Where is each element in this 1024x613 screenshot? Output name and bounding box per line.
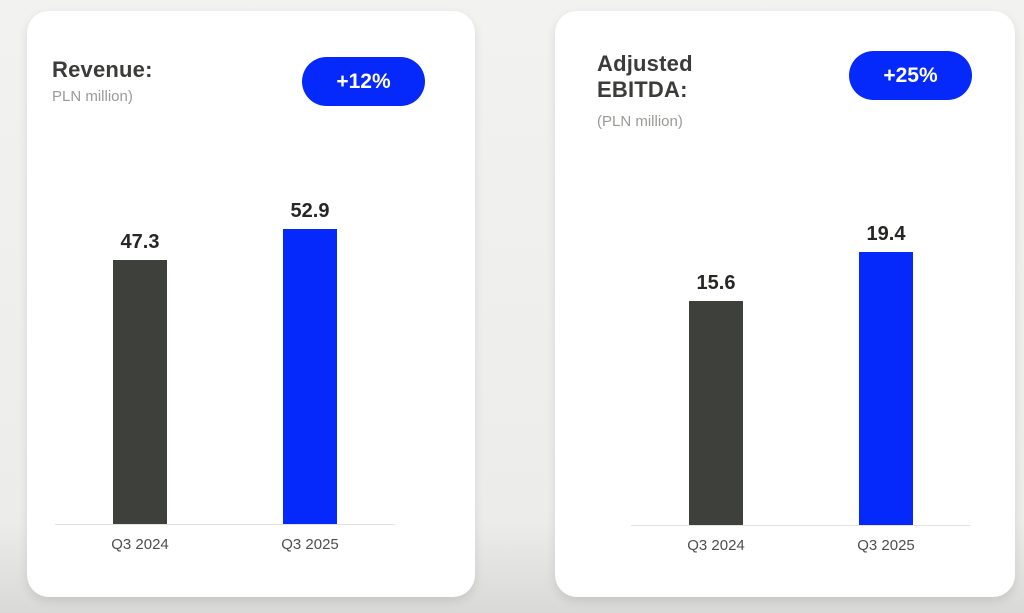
ebitda-title-block: Adjusted EBITDA: (PLN million) <box>597 51 757 130</box>
bar-q3-2024 <box>113 259 167 524</box>
revenue-card-subtitle: PLN million) <box>52 88 133 106</box>
category-label: Q3 2025 <box>281 536 339 553</box>
ebitda-change-badge: +25% <box>849 51 972 100</box>
bar-column: 52.9 <box>225 189 395 524</box>
bar-value-label: 47.3 <box>120 230 160 253</box>
bar-column: 15.6 <box>631 223 801 525</box>
ebitda-card-title: Adjusted EBITDA: <box>597 51 693 103</box>
ebitda-plot-area: 15.6 19.4 <box>631 223 971 526</box>
bar-column: 47.3 <box>55 189 225 524</box>
bar-value-label: 19.4 <box>866 223 906 245</box>
ebitda-card-header: Adjusted EBITDA: (PLN million) +25% <box>555 11 1015 130</box>
revenue-card-title: Revenue: <box>52 57 153 82</box>
ebitda-bar-chart: 15.6 19.4 Q3 2024 Q3 2025 <box>631 223 971 554</box>
bar-value-label: 52.9 <box>290 199 330 222</box>
category-label: Q3 2025 <box>857 537 915 554</box>
revenue-card-header: Revenue: PLN million) +12% <box>27 11 475 106</box>
revenue-title-block: Revenue: PLN million) <box>52 57 153 105</box>
ebitda-category-axis: Q3 2024 Q3 2025 <box>631 526 971 554</box>
revenue-change-badge: +12% <box>302 57 425 106</box>
category-label: Q3 2024 <box>111 536 169 553</box>
category-label: Q3 2024 <box>687 537 745 554</box>
ebitda-card-subtitle: (PLN million) <box>597 112 683 130</box>
bar-column: 19.4 <box>801 223 971 525</box>
revenue-card: Revenue: PLN million) +12% 47.3 52.9 Q3 2… <box>27 11 475 597</box>
bar-q3-2024 <box>689 300 743 525</box>
bar-value-label: 15.6 <box>696 271 736 294</box>
revenue-bar-chart: 47.3 52.9 Q3 2024 Q3 2025 <box>55 189 395 553</box>
bar-q3-2025 <box>283 228 337 524</box>
ebitda-card: Adjusted EBITDA: (PLN million) +25% 15.6… <box>555 11 1015 597</box>
revenue-category-axis: Q3 2024 Q3 2025 <box>55 525 395 553</box>
bar-q3-2025 <box>859 252 913 525</box>
revenue-plot-area: 47.3 52.9 <box>55 189 395 525</box>
